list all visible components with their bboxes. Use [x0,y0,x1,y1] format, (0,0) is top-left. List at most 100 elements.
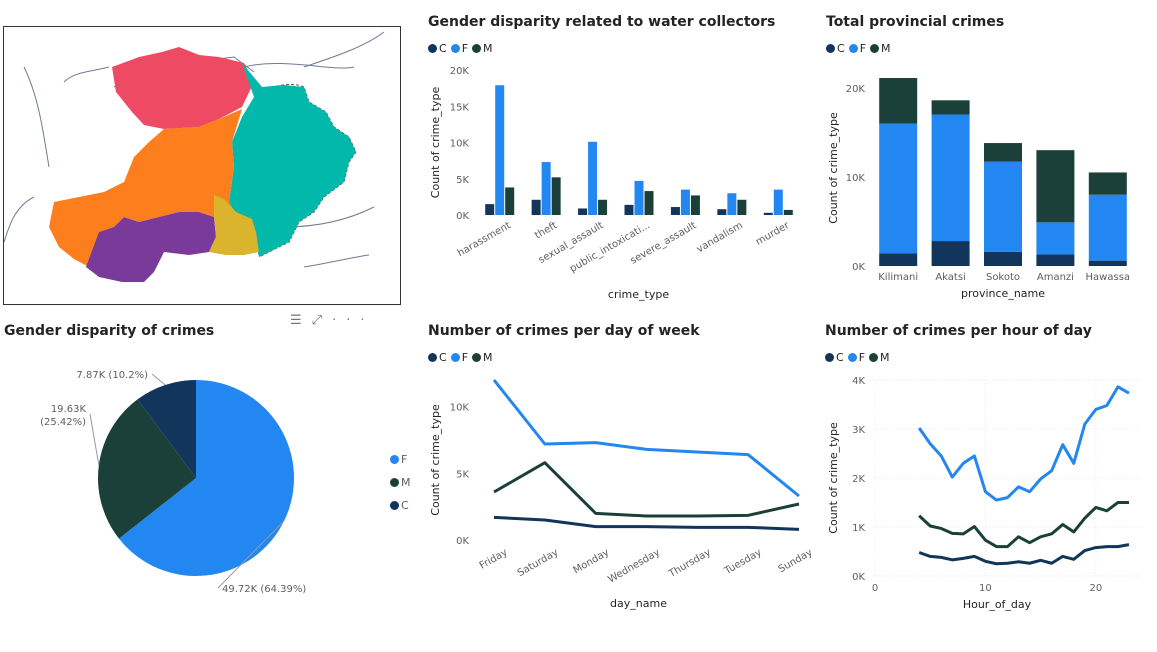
chart-title-water: Gender disparity related to water collec… [428,14,776,30]
bar [578,208,588,215]
legend-water[interactable]: C F M [428,42,493,55]
bar [551,177,561,215]
map-region-southeast [209,195,259,255]
bar [598,199,608,215]
more-options-icon[interactable]: ··· [332,313,375,328]
bar [495,85,505,215]
y-tick-label: 2K [852,474,865,485]
chart-dayofweek[interactable]: 0K 5K 10K Count of crime_type Friday Saturday… [426,368,811,618]
bar-segment [1036,150,1075,223]
pie-legend-item-c: C [390,494,411,517]
x-tick-label: Friday [478,547,510,572]
bar [727,193,737,215]
map-region-south [86,212,216,282]
bar [541,162,551,215]
bar [670,207,680,215]
pie-legend-item-m: M [390,471,411,494]
pie-data-label: 7.87K (10.2%) [76,370,148,381]
series-line [493,461,800,518]
bar-segment [984,143,1022,162]
chart-title-hourofday: Number of crimes per hour of day [825,323,1092,339]
x-tick-label: 20 [1089,583,1102,594]
series-line [918,501,1129,549]
y-tick-label: 0K [456,536,469,547]
y-tick-label: 20K [450,66,470,77]
legend-item-c: C [826,42,845,55]
legend-item-m: M [472,42,493,55]
y-tick-label: 10K [846,173,866,184]
chart-title-dayofweek: Number of crimes per day of week [428,323,700,339]
legend-dayofweek[interactable]: C F M [428,351,493,364]
x-tick-label: Monday [571,547,611,576]
legend-genderpie[interactable]: F M C [390,448,411,517]
legend-item-c: C [825,351,844,364]
chart-hourofday[interactable]: 0K 1K 2K 3K 4K Count of crime_type 0 10 20 Hour_o… [824,368,1154,618]
x-axis-title: day_name [610,597,667,610]
bar-segment [1088,172,1127,195]
x-tick-label: Kilimani [878,272,918,283]
x-tick-label: Thursday [666,547,713,580]
map-region-north [112,47,254,129]
y-tick-label: 4K [852,376,865,387]
y-tick-label: 5K [456,469,469,480]
x-tick-label: 0 [872,583,878,594]
x-tick-label: harassment [456,220,513,259]
series-line [493,515,800,531]
pie-slice [98,399,196,539]
y-tick-label: 0K [456,211,469,222]
expand-icon[interactable]: ⤢ [311,313,333,328]
region-map[interactable] [3,26,401,305]
map-region-central [49,109,242,267]
legend-item-c: C [428,351,447,364]
y-tick-label: 10K [450,139,470,150]
bar-segment [931,241,970,266]
bar-segment [1088,260,1127,266]
pie-legend-item-f: F [390,448,411,471]
bar [485,204,495,215]
x-tick-label: murder [754,220,792,248]
legend-hourofday[interactable]: C F M [825,351,890,364]
bar-segment [1036,254,1075,266]
chart-title-genderpie: Gender disparity of crimes [4,323,215,339]
y-tick-label: 5K [456,175,469,186]
x-tick-label: Akatsi [935,272,966,283]
x-tick-label: Saturday [516,547,561,579]
x-tick-label: theft [533,220,559,241]
bar-segment [1088,194,1127,261]
bar [505,187,515,215]
pie-slice [118,380,294,576]
bar [717,209,727,215]
series-line [492,379,800,498]
legend-item-f: F [848,42,866,55]
bar [644,191,654,215]
legend-provincial[interactable]: C F M [826,42,891,55]
y-axis-title: Count of crime_type [827,422,840,534]
filter-icon[interactable]: ☰ [290,313,312,328]
chart-provincial[interactable]: 0K 10K 20K Count of crime_type Kilimani Akats… [824,60,1154,310]
series-line [917,385,1130,502]
bar [763,212,773,215]
legend-item-c: C [428,42,447,55]
legend-item-f: F [450,42,468,55]
series-line [918,543,1130,566]
x-tick-label: public_intoxicati... [568,220,652,275]
legend-item-m: M [870,42,891,55]
x-tick-label: Wednesday [606,547,662,586]
x-axis-title: Hour_of_day [963,598,1032,611]
legend-item-m: M [472,351,493,364]
pie-data-label: (25.42%) [40,417,86,428]
x-axis-title: province_name [961,287,1045,300]
map-region-east [229,63,356,257]
pie-data-label: 49.72K (64.39%) [222,584,306,595]
y-axis-title: Count of crime_type [429,404,442,516]
bar-segment [879,78,918,124]
x-tick-label: vandalism [695,220,745,255]
pie-leader-line [151,373,166,386]
y-axis-title: Count of crime_type [827,112,840,224]
bar [690,195,700,215]
pie-data-label: 19.63K [51,404,87,415]
pie-slice [137,380,196,478]
chart-genderpie[interactable]: 49.72K (64.39%) 19.63K (25.42%) 7.87K (10.2… [0,350,380,620]
chart-water[interactable]: 0K 5K 10K 15K 20K Count of crime_type harassme… [426,60,811,310]
x-tick-label: Sokoto [986,272,1020,283]
